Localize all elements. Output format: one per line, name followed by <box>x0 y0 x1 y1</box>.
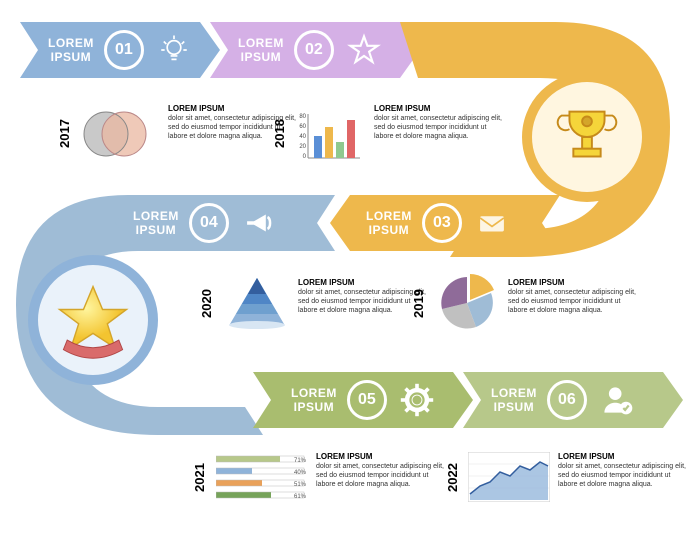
step-05: LOREM IPSUM 05 <box>253 372 473 428</box>
area-chart-2022 <box>468 452 550 502</box>
star-ribbon-icon <box>50 277 136 363</box>
svg-text:51%: 51% <box>294 482 307 488</box>
step-06-number: 06 <box>547 380 587 420</box>
info-text: dolor sit amet, consectetur adipiscing e… <box>508 289 638 315</box>
star-badge <box>28 255 158 385</box>
info-text: dolor sit amet, consectetur adipiscing e… <box>558 463 688 489</box>
step-02-title: LOREM IPSUM <box>238 36 284 65</box>
info-title: LOREM IPSUM <box>374 104 504 113</box>
step-01: LOREM IPSUM 01 <box>20 22 220 78</box>
pyramid-chart <box>222 272 292 332</box>
step-02-number: 02 <box>294 30 334 70</box>
step-02: LOREM IPSUM 02 <box>210 22 420 78</box>
user-check-icon <box>597 380 637 420</box>
year-2020: 2020 <box>199 289 214 318</box>
year-2018: 2018 <box>272 119 287 148</box>
year-2022: 2022 <box>445 463 460 492</box>
info-text: dolor sit amet, consectetur adipiscing e… <box>298 289 428 315</box>
info-2022: LOREM IPSUM dolor sit amet, consectetur … <box>558 452 688 489</box>
step-04-number: 04 <box>189 203 229 243</box>
step-03-number: 03 <box>422 203 462 243</box>
svg-text:61%: 61% <box>294 494 307 500</box>
trophy-icon <box>548 98 626 176</box>
bar-chart-2018: 80 60 40 20 0 <box>294 108 364 164</box>
step-03: LOREM IPSUM 03 <box>330 195 560 251</box>
trophy-badge <box>522 72 652 202</box>
step-03-title: LOREM IPSUM <box>366 209 412 238</box>
info-title: LOREM IPSUM <box>316 452 446 461</box>
info-title: LOREM IPSUM <box>298 278 428 287</box>
info-2020: LOREM IPSUM dolor sit amet, consectetur … <box>298 278 428 315</box>
gear-icon <box>397 380 437 420</box>
svg-text:80: 80 <box>299 114 306 120</box>
info-2019: LOREM IPSUM dolor sit amet, consectetur … <box>508 278 638 315</box>
svg-text:60: 60 <box>299 124 306 130</box>
step-05-number: 05 <box>347 380 387 420</box>
info-text: dolor sit amet, consectetur adipiscing e… <box>316 463 446 489</box>
info-2018: LOREM IPSUM dolor sit amet, consectetur … <box>374 104 504 141</box>
hbar-chart-2021: 71% 40% 51% 61% <box>216 454 308 507</box>
year-2017: 2017 <box>57 119 72 148</box>
svg-text:40%: 40% <box>294 470 307 476</box>
svg-text:40: 40 <box>299 134 306 140</box>
megaphone-icon <box>239 203 279 243</box>
step-06-title: LOREM IPSUM <box>491 386 537 415</box>
info-title: LOREM IPSUM <box>168 104 298 113</box>
year-2019: 2019 <box>411 289 426 318</box>
pie-chart <box>436 272 498 334</box>
venn-chart <box>80 105 150 163</box>
star-outline-icon <box>344 30 384 70</box>
svg-text:71%: 71% <box>294 458 307 464</box>
info-2021: LOREM IPSUM dolor sit amet, consectetur … <box>316 452 446 489</box>
lightbulb-icon <box>154 30 194 70</box>
step-05-title: LOREM IPSUM <box>291 386 337 415</box>
envelope-icon <box>472 203 512 243</box>
svg-text:0: 0 <box>303 154 307 160</box>
year-2021: 2021 <box>192 463 207 492</box>
step-01-number: 01 <box>104 30 144 70</box>
step-04-title: LOREM IPSUM <box>133 209 179 238</box>
step-06: LOREM IPSUM 06 <box>463 372 683 428</box>
svg-text:20: 20 <box>299 144 306 150</box>
step-01-title: LOREM IPSUM <box>48 36 94 65</box>
info-text: dolor sit amet, consectetur adipiscing e… <box>374 115 504 141</box>
info-title: LOREM IPSUM <box>558 452 688 461</box>
info-title: LOREM IPSUM <box>508 278 638 287</box>
step-04: LOREM IPSUM 04 <box>115 195 335 251</box>
